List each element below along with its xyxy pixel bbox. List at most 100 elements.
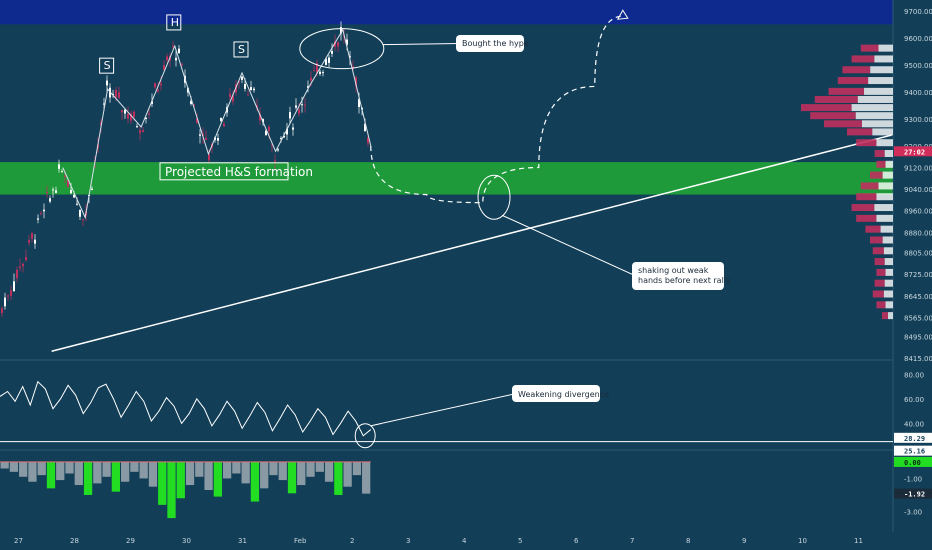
candle-body [193,104,195,107]
histogram-bar [269,461,278,476]
volume-profile-bar [874,258,885,266]
candle-body [205,137,207,140]
candle-body [268,126,270,131]
candle-body [16,269,18,279]
histogram-bar [83,461,93,495]
volume-profile-bar [876,139,893,147]
volume-profile-bar [851,204,875,212]
price-tag-bg [894,146,932,157]
candle-body [103,103,105,105]
candle-body [139,130,141,134]
volume-profile-bar [868,77,893,85]
x-axis-tick: 3 [406,537,410,545]
histogram-bar [297,461,306,486]
candle-body [52,189,54,191]
histogram-bar [278,461,287,481]
price-tick: 9700.00 [904,8,932,16]
hs-pattern-line [62,28,372,220]
candle-body [334,41,336,47]
candle-body [118,92,120,98]
candle-body [112,93,114,95]
pattern-label-box [233,41,249,58]
histogram-bar [37,461,46,476]
volume-profile-bar [864,87,893,95]
divergence-box [512,385,600,402]
osc-tag: 25.16 [904,448,925,456]
histogram-bar [56,461,65,481]
volume-profile-bar [861,120,893,128]
projection-label-box [159,162,289,181]
price-tag: 27:02 [904,148,925,156]
candle-body [157,89,159,92]
candle-body [7,295,9,297]
volume-profile-bar [874,204,893,212]
candle-body [151,101,153,104]
histogram-bar [158,461,167,505]
volume-profile-bar [870,236,883,244]
candle-body [154,83,156,88]
candle-body [100,122,102,126]
price-tick: 8805.00 [904,250,932,258]
volume-profile-bar [882,236,893,244]
volume-profile-bar [814,95,858,103]
candle-body [232,95,234,102]
volume-profile-bar [860,44,879,52]
osc-tick: 60.00 [904,396,924,404]
candle-body [91,188,93,190]
candle-body [115,90,117,98]
candle-body [133,111,135,117]
volume-profile-bar [872,247,884,255]
candle-body [358,99,360,107]
price-tick: 9120.00 [904,165,932,173]
histogram-bar [204,461,213,490]
x-axis-tick: 27 [14,537,23,545]
candle-body [61,171,63,173]
hype-ellipse [299,28,385,70]
candle-body [181,64,183,66]
candle-body [367,137,369,144]
candle-body [355,77,357,87]
candle-body [28,240,30,243]
candle-body [25,257,27,260]
candle-body [79,209,81,217]
price-tick: 8565.00 [904,314,932,322]
oscillator-line [0,380,372,437]
histogram-bar [222,461,232,479]
trend-line [51,134,892,352]
histogram-bar [343,461,352,487]
projection-arrowhead [616,9,629,20]
candle-body [37,218,39,220]
price-tick: 8495.00 [904,333,932,341]
histogram-bar [139,461,148,479]
volume-profile-bar [882,171,893,179]
volume-profile-bar [856,193,877,201]
candle-body [40,213,42,215]
candle-body [229,93,231,98]
x-axis-tick: 29 [126,537,135,545]
candle-body [250,87,252,91]
volume-profile-bar [801,104,852,112]
candle-body [121,109,123,113]
zone-support [0,162,893,195]
candle-body [130,113,132,121]
hist-tick: -1.00 [904,475,922,483]
candle-body [277,149,279,151]
candle-body [10,290,12,296]
candle-body [58,164,60,169]
x-axis-tick: 31 [238,537,247,545]
callout-shakeout-text: shaking out weak [638,266,709,275]
candle-body [124,109,126,114]
volume-profile-bar [856,214,877,222]
candle-body [220,118,222,121]
candle-body [295,105,297,108]
candle-body [349,56,351,58]
candle-body [346,39,348,45]
volume-profile-bar [884,258,893,266]
candle-body [82,219,84,221]
projection-path [370,15,623,204]
histogram-bar [121,461,130,482]
candle-body [1,308,3,314]
volume-profile-bar [876,214,893,222]
histogram-bar [213,461,222,497]
